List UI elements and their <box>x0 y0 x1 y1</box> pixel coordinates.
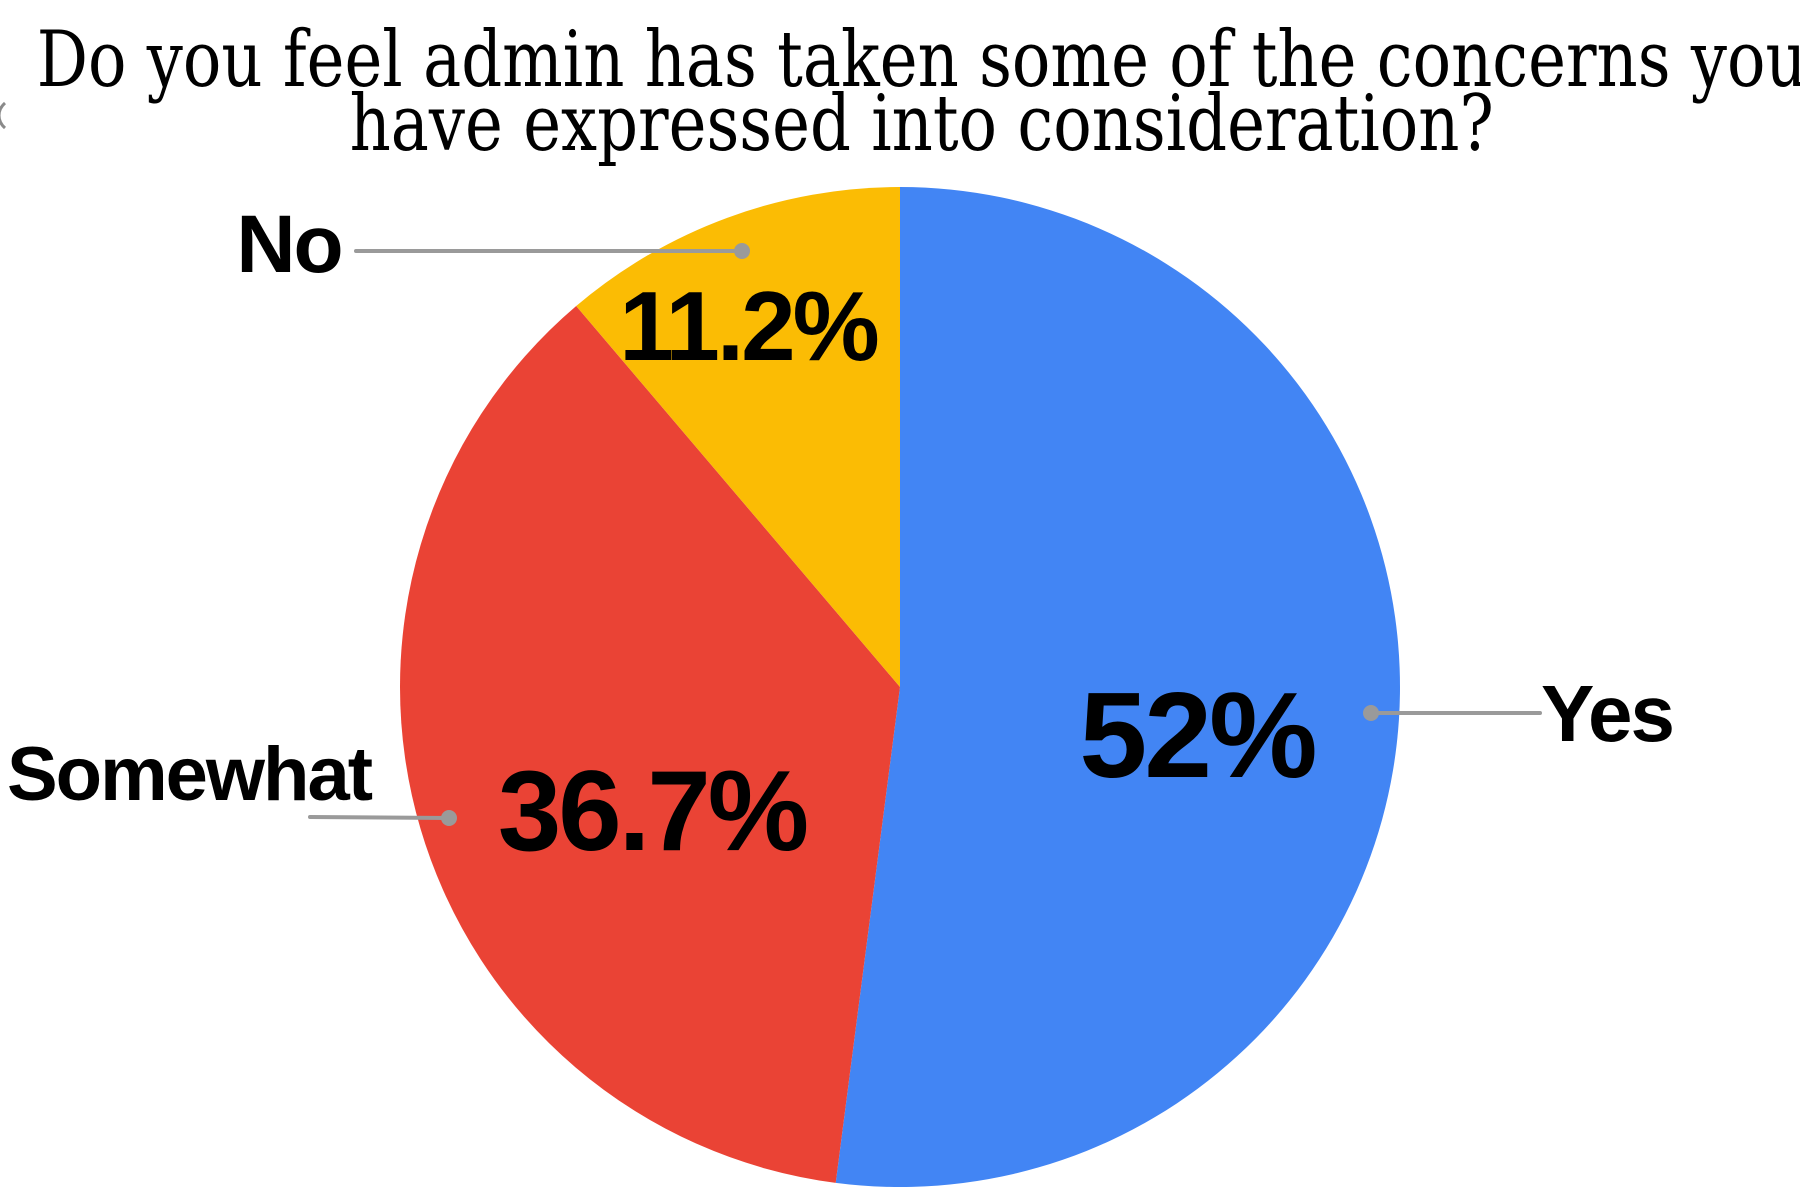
callout-yes: Yes <box>1363 669 1675 758</box>
callout-no: No <box>236 199 750 290</box>
chart-title-line2: have expressed into consideration? <box>350 78 1494 169</box>
callout-somewhat: Somewhat <box>7 732 457 826</box>
pie-slice-somewhat[interactable] <box>399 306 900 1183</box>
value-label-no: 11.2% <box>619 271 877 381</box>
pie <box>399 187 1400 1187</box>
leader-dot-somewhat <box>441 810 457 826</box>
leader-dot-yes <box>1363 705 1379 721</box>
pie-slice-no[interactable] <box>576 187 900 687</box>
pie-slice-yes[interactable] <box>835 187 1400 1187</box>
value-label-yes: 52% <box>1079 667 1315 803</box>
category-label-yes: Yes <box>1541 669 1673 758</box>
category-label-no: No <box>236 199 341 290</box>
category-label-somewhat: Somewhat <box>7 732 373 817</box>
chart-title: Do you feel admin has taken some of the … <box>37 14 1800 169</box>
value-label-somewhat: 36.7% <box>498 748 807 875</box>
chart-title-line1: Do you feel admin has taken some of the … <box>37 14 1800 105</box>
leader-line-somewhat <box>308 815 451 820</box>
edge-artifact <box>0 101 7 130</box>
leader-dot-no <box>734 243 750 259</box>
